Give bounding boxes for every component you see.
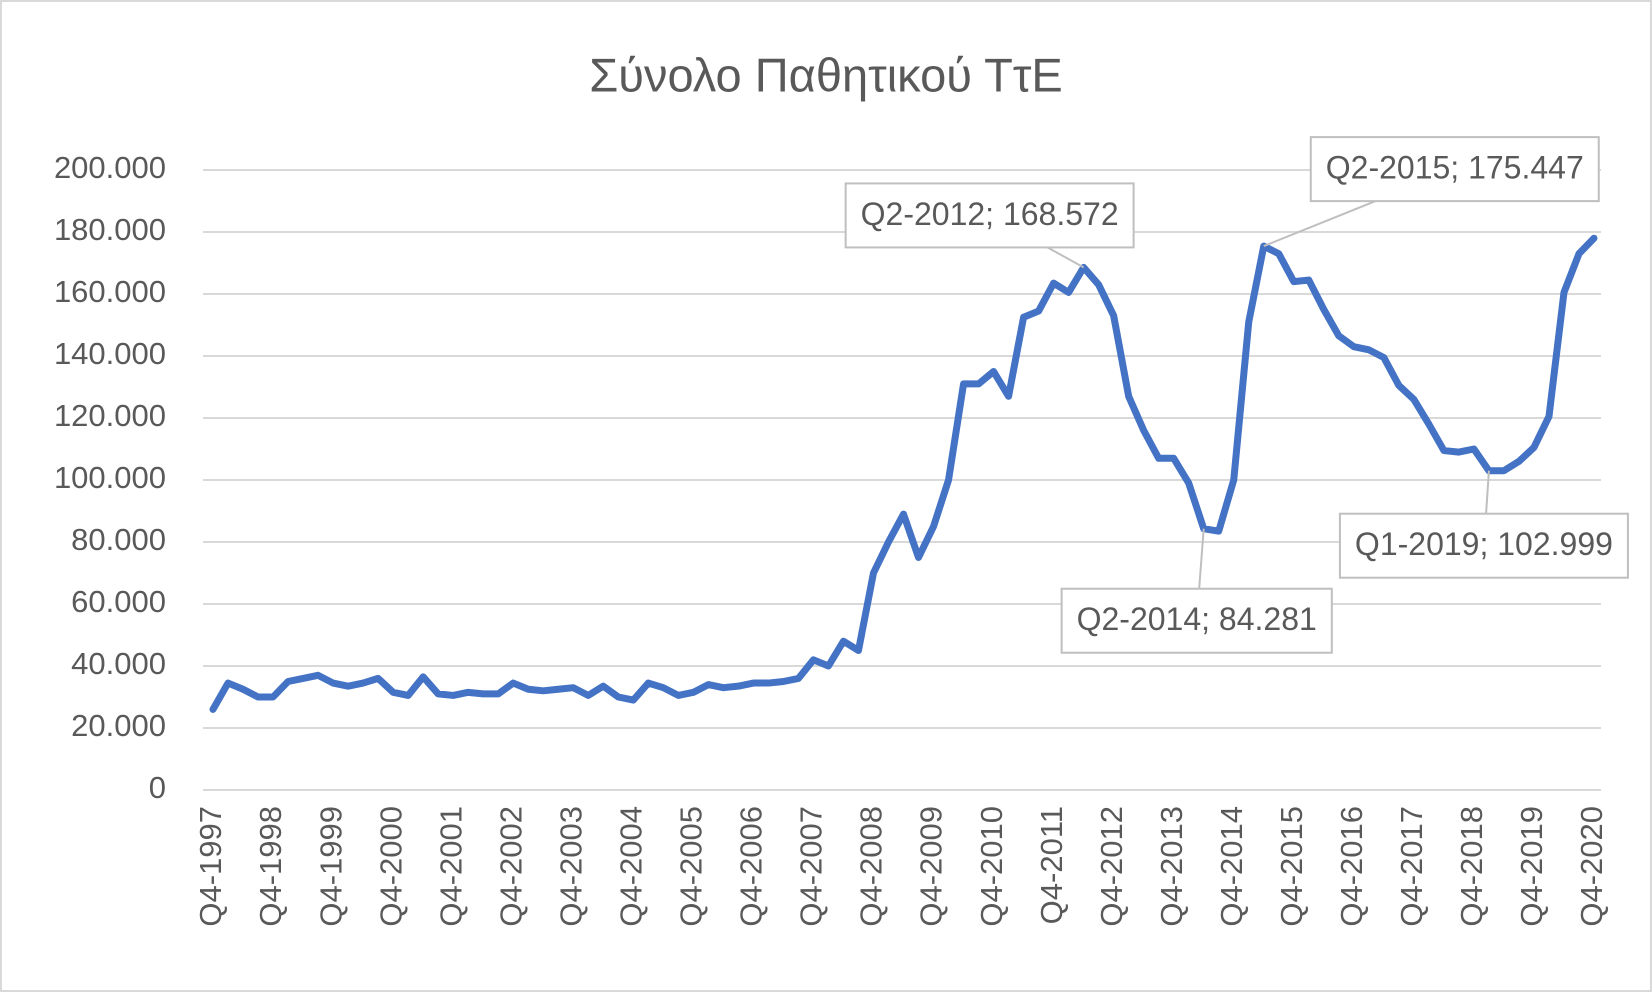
x-tick-label: Q4-2020 xyxy=(1574,806,1609,927)
annotation-box xyxy=(1338,512,1629,579)
y-tick-label: 40.000 xyxy=(71,646,166,681)
chart-title: Σύνολο Παθητικού ΤτΕ xyxy=(589,48,1063,101)
x-tick-label: Q4-2006 xyxy=(734,806,769,927)
x-tick-label: Q4-2013 xyxy=(1154,806,1189,927)
x-tick-label: Q4-2018 xyxy=(1454,806,1489,927)
x-tick-label: Q4-2005 xyxy=(674,806,709,927)
annotation: Q2-2015; 175.447 xyxy=(1263,136,1600,248)
x-tick-label: Q4-2002 xyxy=(493,806,528,927)
data-label: Q2-2014; 84.281 xyxy=(1077,601,1317,637)
x-tick-label: Q4-2015 xyxy=(1274,806,1309,927)
x-tick-label: Q4-2017 xyxy=(1394,806,1429,927)
y-tick-label: 20.000 xyxy=(71,708,166,743)
y-tick-label: 0 xyxy=(149,770,166,805)
data-label: Q2-2012; 168.572 xyxy=(861,196,1119,232)
y-tick-label: 120.000 xyxy=(54,398,166,433)
y-tick-label: 100.000 xyxy=(54,460,166,495)
x-tick-label: Q4-2001 xyxy=(433,806,468,927)
annotation-box xyxy=(1060,587,1333,654)
x-tick-label: Q4-2016 xyxy=(1334,806,1369,927)
x-tick-label: Q4-2007 xyxy=(794,806,829,927)
x-tick-label: Q4-2014 xyxy=(1214,806,1249,927)
y-tick-label: 180.000 xyxy=(54,212,166,247)
annotation: Q1-2019; 102.999 xyxy=(1338,470,1629,579)
data-label: Q1-2019; 102.999 xyxy=(1355,526,1613,562)
annotation: Q2-2012; 168.572 xyxy=(844,182,1135,269)
x-tick-label: Q4-2010 xyxy=(974,806,1009,927)
x-tick-label: Q4-1998 xyxy=(253,806,288,927)
x-tick-label: Q4-2019 xyxy=(1514,806,1549,927)
x-tick-label: Q4-2008 xyxy=(854,806,889,927)
x-tick-label: Q4-2000 xyxy=(373,806,408,927)
x-tick-label: Q4-2011 xyxy=(1034,806,1069,924)
data-line xyxy=(209,234,1598,713)
y-tick-label: 60.000 xyxy=(71,584,166,619)
x-tick-label: Q4-1999 xyxy=(313,806,348,927)
x-tick-label: Q4-2003 xyxy=(553,806,588,927)
y-tick-label: 140.000 xyxy=(54,336,166,371)
y-tick-label: 200.000 xyxy=(54,150,166,185)
x-tick-label: Q4-1997 xyxy=(193,806,228,927)
y-tick-label: 160.000 xyxy=(54,274,166,309)
x-tick-label: Q4-2012 xyxy=(1094,806,1129,927)
annotation-box xyxy=(1309,136,1600,203)
y-tick-label: 80.000 xyxy=(71,522,166,557)
data-label: Q2-2015; 175.447 xyxy=(1326,150,1584,186)
x-tick-label: Q4-2004 xyxy=(613,806,648,927)
annotation-box xyxy=(844,182,1135,249)
annotation: Q2-2014; 84.281 xyxy=(1060,528,1333,654)
x-tick-label: Q4-2009 xyxy=(914,806,949,927)
